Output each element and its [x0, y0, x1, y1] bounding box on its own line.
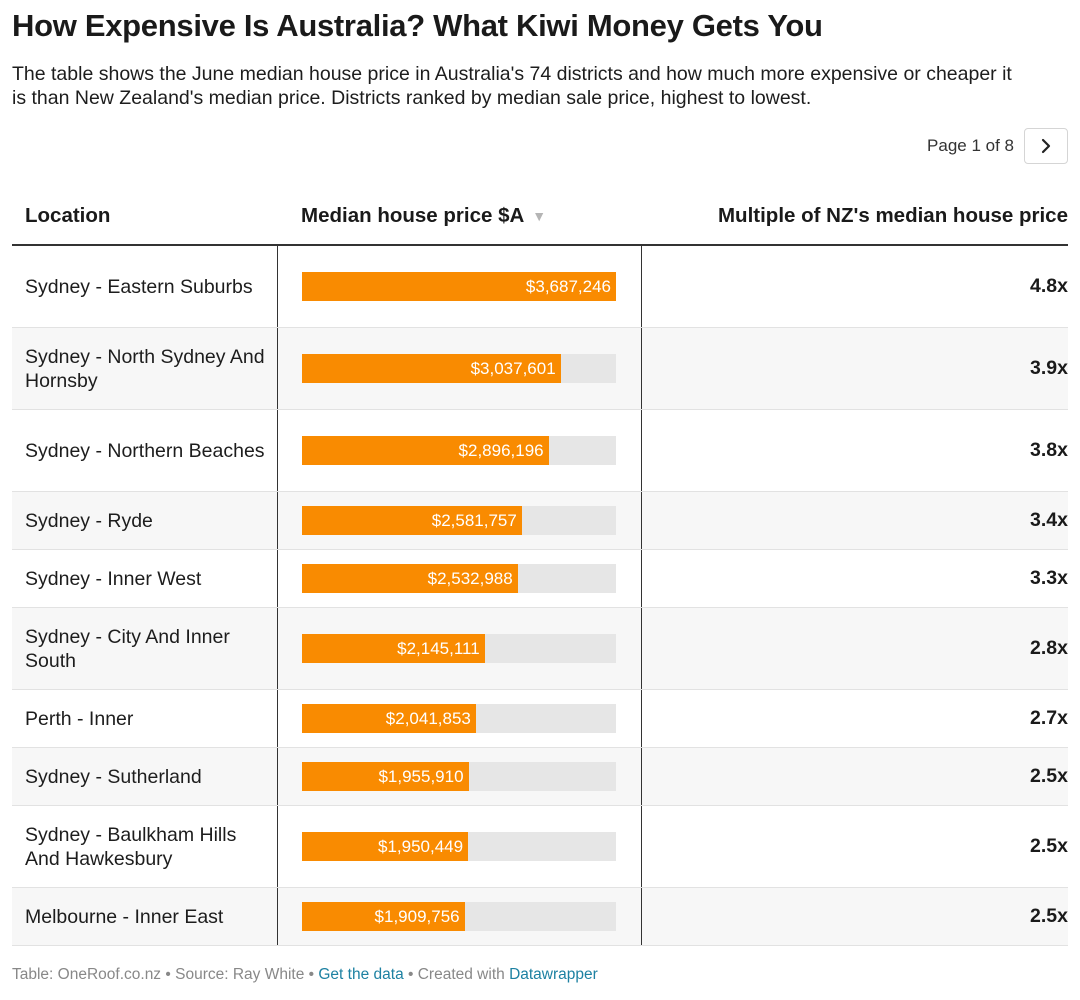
- multiple-cell: 2.5x: [1030, 765, 1068, 787]
- sort-descending-icon: ▼: [532, 208, 547, 224]
- price-bar: $1,955,910: [302, 762, 469, 791]
- table-row: Sydney - Inner West $2,532,988 3.3x: [12, 550, 1068, 608]
- table-row: Sydney - Northern Beaches $2,896,196 3.8x: [12, 410, 1068, 492]
- location-cell: Perth - Inner: [12, 690, 278, 747]
- price-cell: $1,909,756: [278, 888, 642, 945]
- price-value-label: $3,687,246: [525, 276, 611, 296]
- price-value-label: $3,037,601: [470, 358, 556, 378]
- price-bar: $3,037,601: [302, 354, 561, 383]
- price-cell: $2,145,111: [278, 608, 642, 689]
- pagination: Page 1 of 8: [927, 128, 1068, 164]
- footer-separator: •: [304, 966, 319, 983]
- table-row: Sydney - Ryde $2,581,757 3.4x: [12, 492, 1068, 550]
- column-header-price-label: Median house price $A: [301, 204, 525, 227]
- multiple-cell: 2.5x: [1030, 905, 1068, 927]
- datawrapper-link[interactable]: Datawrapper: [509, 966, 598, 983]
- location-cell: Sydney - Ryde: [12, 492, 278, 549]
- location-cell: Sydney - North Sydney And Hornsby: [12, 328, 278, 409]
- location-cell: Sydney - Inner West: [12, 550, 278, 607]
- price-cell: $1,950,449: [278, 806, 642, 887]
- table-row: Perth - Inner $2,041,853 2.7x: [12, 690, 1068, 748]
- multiple-cell: 2.7x: [1030, 707, 1068, 729]
- multiple-cell: 3.3x: [1030, 567, 1068, 589]
- location-cell: Melbourne - Inner East: [12, 888, 278, 945]
- chevron-right-icon: [1041, 138, 1051, 154]
- data-table: Location Median house price $A ▼ Multipl…: [12, 188, 1068, 946]
- multiple-cell: 2.8x: [1030, 637, 1068, 659]
- table-header: Location Median house price $A ▼ Multipl…: [12, 188, 1068, 246]
- multiple-cell: 3.8x: [1030, 439, 1068, 461]
- location-cell: Sydney - Sutherland: [12, 748, 278, 805]
- price-bar-track: $2,896,196: [302, 436, 616, 465]
- price-bar-track: $1,955,910: [302, 762, 616, 791]
- get-the-data-link[interactable]: Get the data: [318, 966, 404, 983]
- price-bar: $3,687,246: [302, 272, 616, 301]
- price-bar-track: $1,950,449: [302, 832, 616, 861]
- footer-table-credit: Table: OneRoof.co.nz: [12, 966, 162, 983]
- price-value-label: $2,041,853: [385, 708, 471, 728]
- price-bar: $2,581,757: [302, 506, 522, 535]
- price-value-label: $2,896,196: [458, 440, 544, 460]
- footer-separator: •: [161, 966, 176, 983]
- next-page-button[interactable]: [1024, 128, 1068, 164]
- location-cell: Sydney - Baulkham Hills And Hawkesbury: [12, 806, 278, 887]
- table-row: Sydney - City And Inner South $2,145,111 2…: [12, 608, 1068, 690]
- table-body: Sydney - Eastern Suburbs $3,687,246 4.8x Sy…: [12, 246, 1068, 946]
- footer-source: Source: Ray White: [175, 966, 305, 983]
- price-value-label: $1,955,910: [378, 766, 464, 786]
- price-bar-track: $2,581,757: [302, 506, 616, 535]
- chart-title: How Expensive Is Australia? What Kiwi Mo…: [12, 8, 823, 43]
- price-bar-track: $2,532,988: [302, 564, 616, 593]
- price-value-label: $2,581,757: [431, 510, 517, 530]
- multiple-cell: 3.4x: [1030, 509, 1068, 531]
- price-value-label: $1,950,449: [378, 836, 464, 856]
- multiple-cell: 4.8x: [1030, 275, 1068, 297]
- price-value-label: $2,532,988: [427, 568, 513, 588]
- price-cell: $2,041,853: [278, 690, 642, 747]
- multiple-cell: 3.9x: [1030, 357, 1068, 379]
- price-bar-track: $1,909,756: [302, 902, 616, 931]
- table-row: Sydney - Eastern Suburbs $3,687,246 4.8x: [12, 246, 1068, 328]
- table-row: Melbourne - Inner East $1,909,756 2.5x: [12, 888, 1068, 946]
- column-header-price[interactable]: Median house price $A ▼: [278, 204, 642, 228]
- price-bar: $2,896,196: [302, 436, 549, 465]
- chart-footer: Table: OneRoof.co.nz • Source: Ray White…: [12, 966, 598, 984]
- location-cell: Sydney - Eastern Suburbs: [12, 246, 278, 327]
- price-value-label: $2,145,111: [397, 638, 480, 658]
- price-cell: $3,687,246: [278, 246, 642, 327]
- price-bar: $2,041,853: [302, 704, 476, 733]
- table-row: Sydney - Sutherland $1,955,910 2.5x: [12, 748, 1068, 806]
- column-header-location[interactable]: Location: [25, 204, 111, 227]
- chart-description: The table shows the June median house pr…: [12, 63, 1012, 109]
- price-bar-track: $2,145,111: [302, 634, 616, 663]
- price-bar: $2,145,111: [302, 634, 485, 663]
- column-header-multiple[interactable]: Multiple of NZ's median house price: [717, 204, 1068, 227]
- price-bar-track: $2,041,853: [302, 704, 616, 733]
- price-value-label: $1,909,756: [374, 906, 460, 926]
- price-cell: $2,581,757: [278, 492, 642, 549]
- footer-created-with: Created with: [417, 966, 505, 983]
- price-cell: $3,037,601: [278, 328, 642, 409]
- price-cell: $1,955,910: [278, 748, 642, 805]
- page-indicator: Page 1 of 8: [927, 136, 1014, 155]
- table-row: Sydney - North Sydney And Hornsby $3,037,…: [12, 328, 1068, 410]
- location-cell: Sydney - Northern Beaches: [12, 410, 278, 491]
- table-row: Sydney - Baulkham Hills And Hawkesbury $1…: [12, 806, 1068, 888]
- price-bar-track: $3,037,601: [302, 354, 616, 383]
- multiple-cell: 2.5x: [1030, 835, 1068, 857]
- price-bar-track: $3,687,246: [302, 272, 616, 301]
- footer-separator: •: [403, 966, 418, 983]
- location-cell: Sydney - City And Inner South: [12, 608, 278, 689]
- price-cell: $2,532,988: [278, 550, 642, 607]
- price-bar: $2,532,988: [302, 564, 518, 593]
- price-bar: $1,909,756: [302, 902, 465, 931]
- price-cell: $2,896,196: [278, 410, 642, 491]
- price-bar: $1,950,449: [302, 832, 469, 861]
